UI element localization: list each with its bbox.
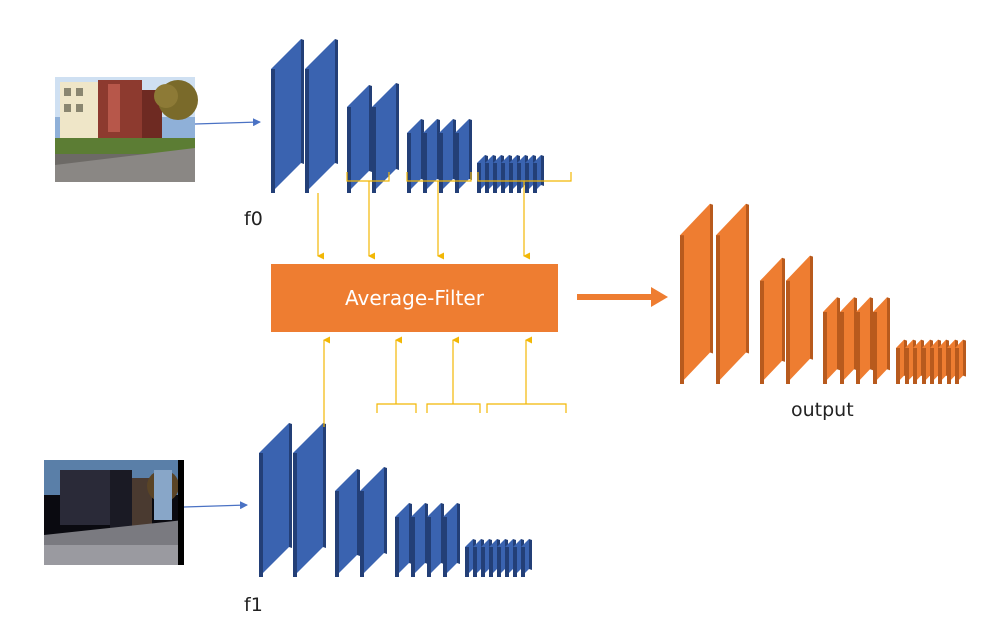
top-encoder-layer-8 <box>455 119 472 193</box>
f1-label: f1 <box>244 594 263 616</box>
bottom-encoder-layer-16 <box>521 539 532 577</box>
output-layer-12 <box>922 339 933 384</box>
top-brace-2 <box>406 172 472 182</box>
bottom-encoder-layer-8 <box>443 503 460 577</box>
top-encoder-layer-7 <box>439 119 456 193</box>
output-layer-1 <box>680 203 713 384</box>
filter-to-output-arrow <box>577 287 668 307</box>
top-encoder-layer-2 <box>305 39 338 193</box>
average-filter-block: Average-Filter <box>271 264 558 332</box>
output-decoder-stack <box>680 203 966 384</box>
top-encoder-layer-4 <box>372 83 399 193</box>
top-encoder-stack <box>271 39 544 193</box>
bottom-brace-3 <box>486 403 567 413</box>
bottom-encoder-layer-1 <box>259 423 292 577</box>
output-layer-11 <box>913 339 924 384</box>
bottom-input-image <box>44 460 184 565</box>
output-label: output <box>791 399 854 421</box>
top-encoder-layer-5 <box>407 119 424 193</box>
bottom-input-arrow <box>183 501 248 510</box>
average-filter-label: Average-Filter <box>345 286 485 310</box>
bottom-brace-2 <box>426 403 481 413</box>
f0-label: f0 <box>244 208 263 230</box>
output-layer-7 <box>856 297 873 384</box>
bottom-feature-braces <box>376 403 567 413</box>
output-layer-5 <box>823 297 840 384</box>
output-layer-3 <box>760 257 785 384</box>
top-encoder-layer-1 <box>271 39 304 193</box>
bottom-encoder-stack <box>259 423 532 577</box>
output-layer-6 <box>840 297 857 384</box>
output-layer-16 <box>955 339 966 384</box>
bottom-encoder-layer-7 <box>427 503 444 577</box>
top-connectors <box>317 181 530 260</box>
bottom-brace-1 <box>376 403 417 413</box>
bottom-encoder-layer-3 <box>335 469 360 577</box>
top-encoder-layer-3 <box>347 85 372 193</box>
bottom-encoder-layer-6 <box>411 503 428 577</box>
top-brace-1 <box>346 172 390 182</box>
output-layer-8 <box>873 297 890 384</box>
bottom-connectors <box>323 336 532 427</box>
output-layer-2 <box>716 203 749 384</box>
bottom-encoder-layer-5 <box>395 503 412 577</box>
top-encoder-layer-15 <box>525 155 536 193</box>
top-encoder-layer-16 <box>533 155 544 193</box>
top-input-image <box>55 77 198 182</box>
bottom-encoder-layer-4 <box>360 467 387 577</box>
bottom-encoder-layer-2 <box>293 423 326 577</box>
output-layer-4 <box>786 255 813 384</box>
top-input-arrow <box>194 118 261 127</box>
